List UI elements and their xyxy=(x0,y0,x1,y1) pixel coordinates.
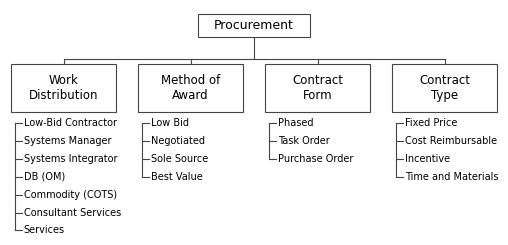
Text: Fixed Price: Fixed Price xyxy=(404,118,457,128)
Text: Phased: Phased xyxy=(277,118,313,128)
FancyBboxPatch shape xyxy=(392,64,496,112)
Text: Commodity (COTS): Commodity (COTS) xyxy=(24,190,117,200)
Text: Time and Materials: Time and Materials xyxy=(404,172,498,182)
Text: DB (OM): DB (OM) xyxy=(24,172,65,182)
Text: Contract
Type: Contract Type xyxy=(419,74,470,102)
Text: Task Order: Task Order xyxy=(277,136,329,146)
Text: Services: Services xyxy=(24,225,65,235)
FancyBboxPatch shape xyxy=(138,64,243,112)
FancyBboxPatch shape xyxy=(198,14,310,37)
FancyBboxPatch shape xyxy=(265,64,369,112)
Text: Procurement: Procurement xyxy=(214,19,294,32)
Text: Consultant Services: Consultant Services xyxy=(24,208,121,218)
FancyBboxPatch shape xyxy=(12,64,115,112)
Text: Systems Integrator: Systems Integrator xyxy=(24,154,117,164)
Text: Purchase Order: Purchase Order xyxy=(277,154,353,164)
Text: Sole Source: Sole Source xyxy=(151,154,208,164)
Text: Low-Bid Contractor: Low-Bid Contractor xyxy=(24,118,117,128)
Text: Incentive: Incentive xyxy=(404,154,450,164)
Text: Work
Distribution: Work Distribution xyxy=(29,74,98,102)
Text: Low Bid: Low Bid xyxy=(151,118,188,128)
Text: Contract
Form: Contract Form xyxy=(292,74,343,102)
Text: Best Value: Best Value xyxy=(151,172,202,182)
Text: Systems Manager: Systems Manager xyxy=(24,136,111,146)
Text: Cost Reimbursable: Cost Reimbursable xyxy=(404,136,497,146)
Text: Method of
Award: Method of Award xyxy=(161,74,220,102)
Text: Negotiated: Negotiated xyxy=(151,136,205,146)
